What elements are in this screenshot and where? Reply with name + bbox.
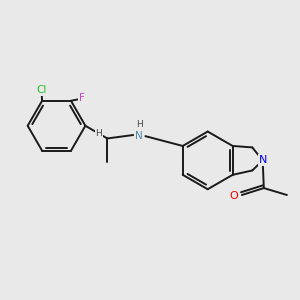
- Text: F: F: [79, 93, 85, 103]
- Text: N: N: [259, 155, 267, 165]
- Text: Cl: Cl: [36, 85, 47, 95]
- Text: O: O: [230, 190, 238, 201]
- Text: H: H: [136, 120, 142, 129]
- Text: H: H: [95, 129, 102, 138]
- Text: N: N: [135, 130, 143, 141]
